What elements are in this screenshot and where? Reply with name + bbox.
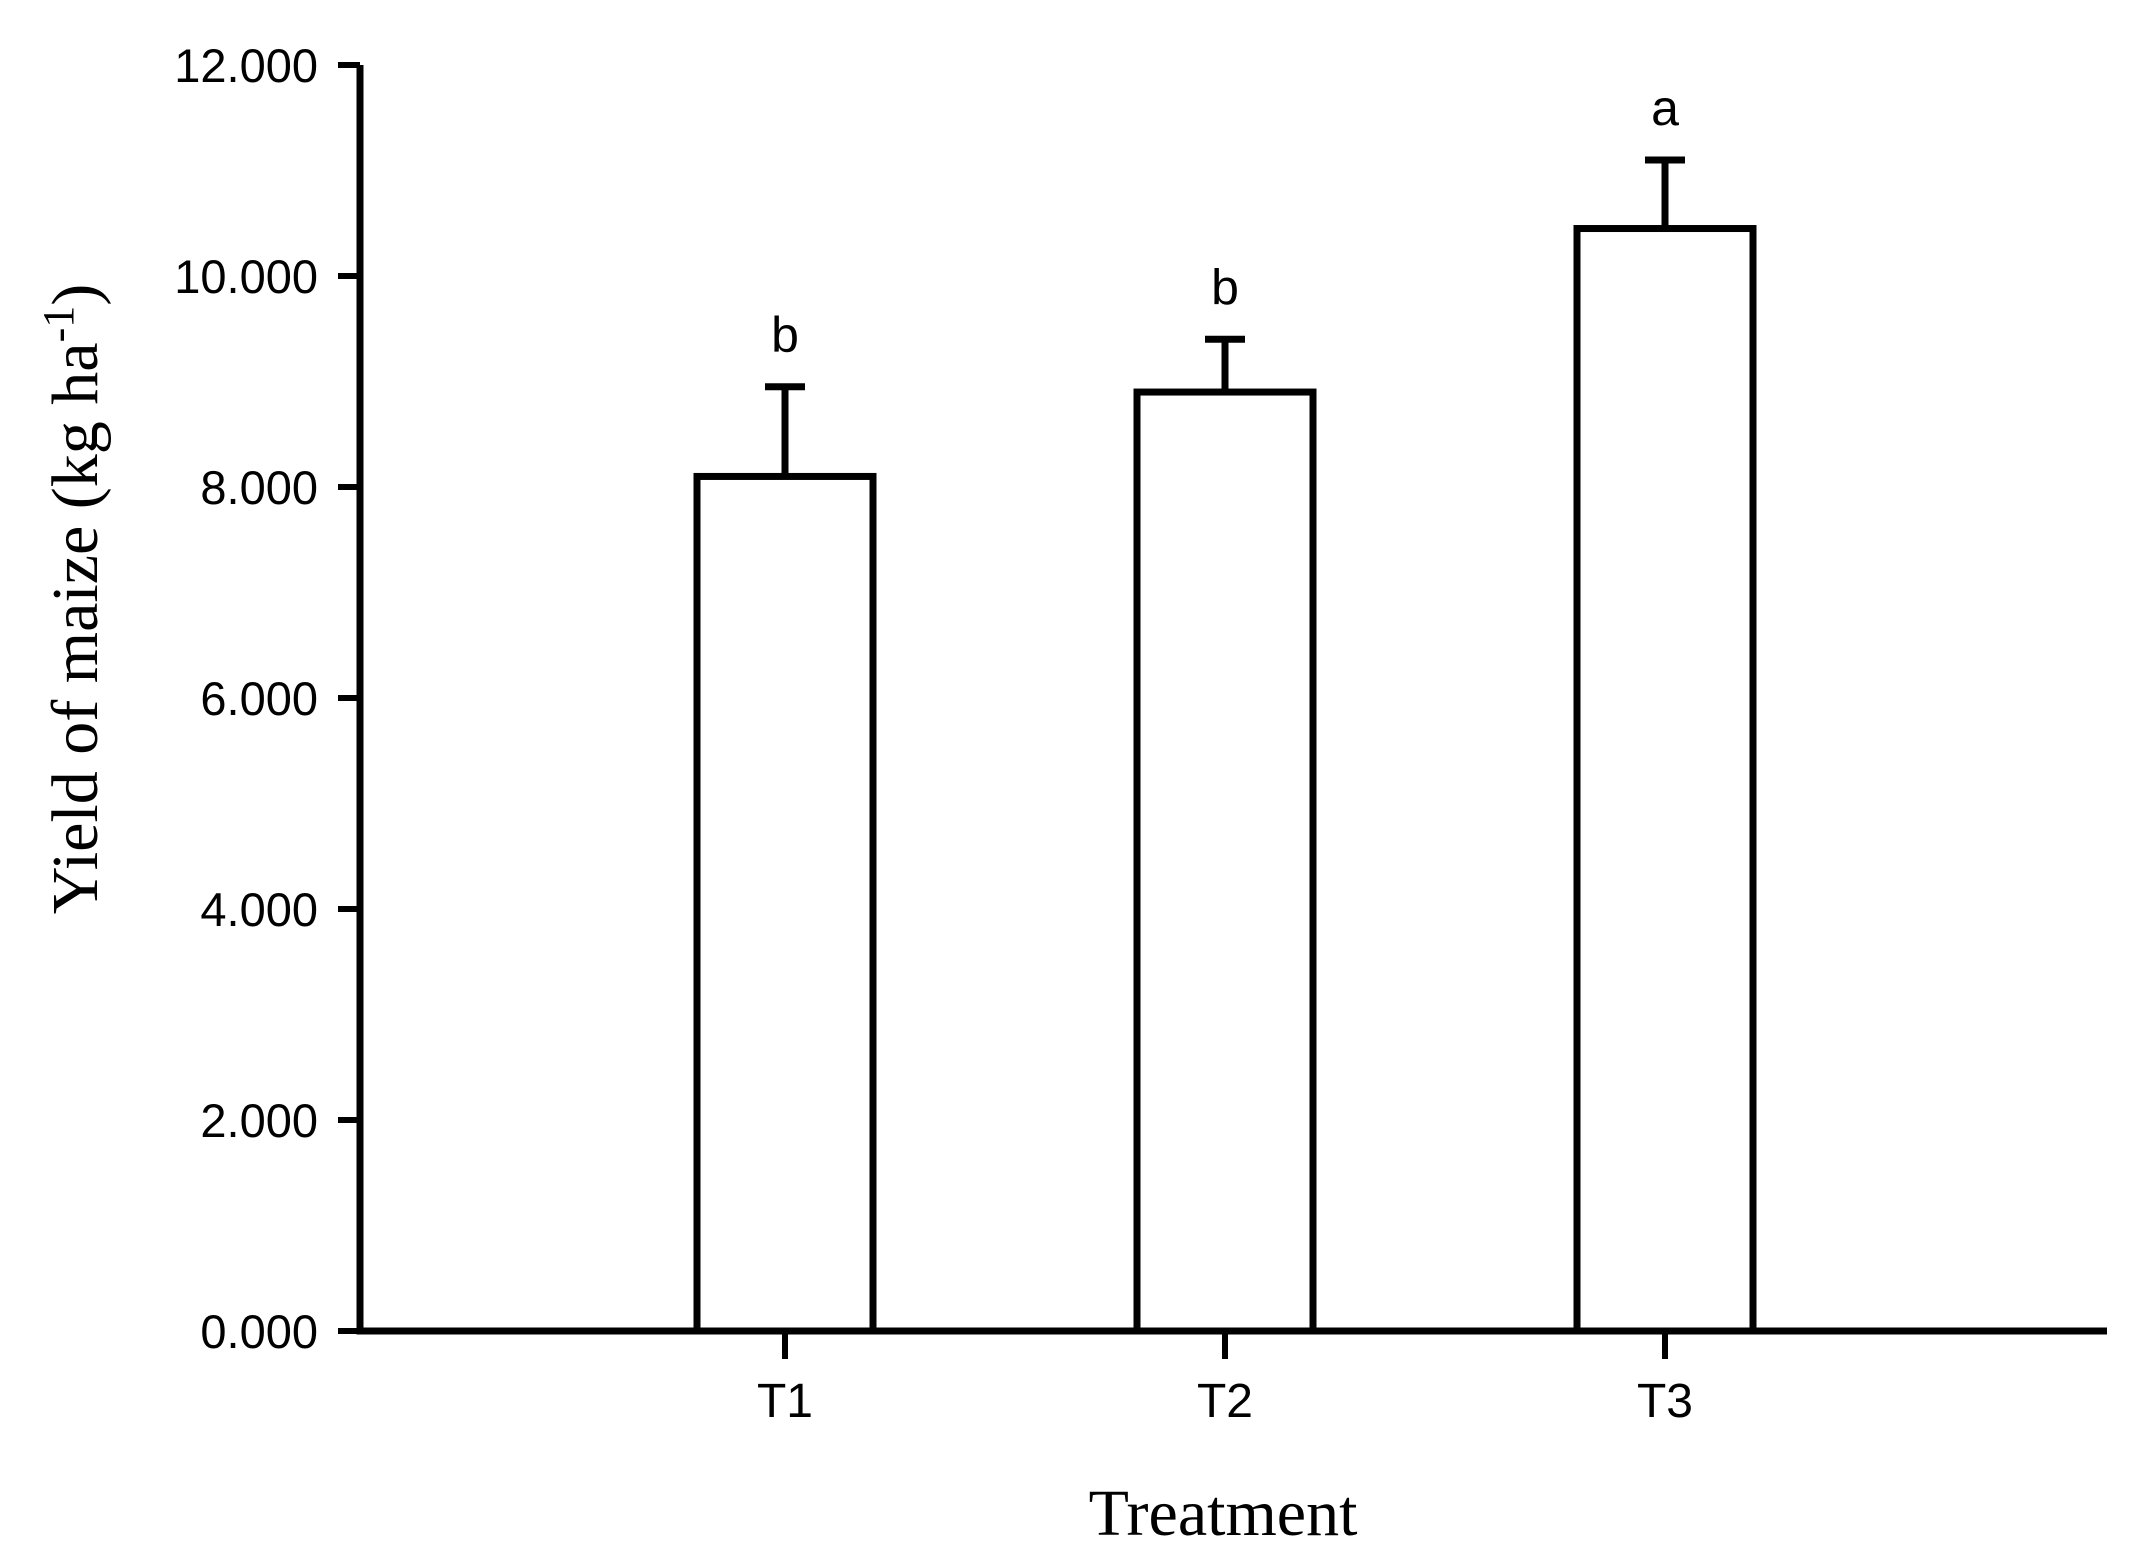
y-axis-title-close-paren: ): [39, 284, 112, 306]
bar: [1573, 225, 1757, 1335]
bar: [693, 472, 877, 1335]
y-tick-label: 4.000: [200, 883, 318, 936]
plot-area: b b a 0.000 2.000 4.000 6.000 8.000 10.000 12.000…: [174, 39, 2107, 1428]
y-tick-label: 8.000: [200, 461, 318, 514]
x-category-label: T2: [1197, 1375, 1253, 1428]
x-category-label: T1: [757, 1375, 813, 1428]
significance-letter: b: [771, 307, 799, 363]
axis-lines: [356, 65, 2107, 1335]
significance-letter: a: [1651, 80, 1679, 136]
y-axis-title-main: Yield of maize (kg ha: [39, 342, 112, 914]
y-tick-label: 6.000: [200, 672, 318, 725]
y-axis-title: Yield of maize (kg ha-1): [34, 284, 112, 914]
y-tick-label: 12.000: [174, 39, 318, 92]
y-axis-title-superscript: -1: [34, 306, 83, 343]
x-category-label: T3: [1637, 1375, 1693, 1428]
x-axis-title: Treatment: [1089, 1477, 1358, 1550]
y-tick-label: 0.000: [200, 1305, 318, 1358]
y-tick-label: 2.000: [200, 1094, 318, 1147]
significance-letter: b: [1211, 259, 1239, 315]
bar: [1133, 388, 1317, 1335]
y-tick-label: 10.000: [174, 250, 318, 303]
